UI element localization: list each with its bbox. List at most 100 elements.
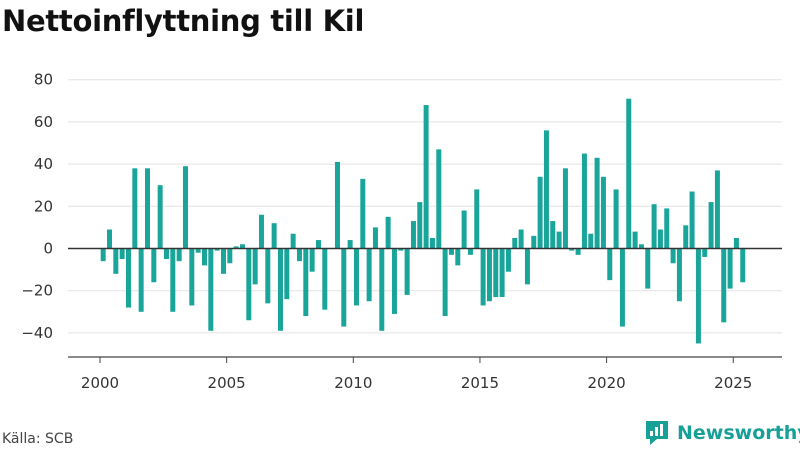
chart-title: Nettoinflyttning till Kil [2, 4, 365, 38]
brand-name: Newsworthy [677, 422, 800, 444]
bar [189, 248, 195, 306]
bar [151, 248, 157, 283]
bar [201, 248, 207, 266]
bar [113, 248, 119, 274]
bar [664, 208, 670, 249]
bar [531, 235, 537, 249]
bar [246, 248, 252, 321]
bar [740, 248, 746, 283]
bar [379, 248, 385, 331]
bar [100, 248, 106, 262]
bar [334, 161, 340, 249]
bar [702, 248, 708, 257]
bar [550, 221, 556, 249]
bar [163, 248, 169, 260]
bar [638, 244, 644, 249]
bar [258, 214, 264, 249]
bar [581, 153, 587, 249]
bar [214, 248, 220, 251]
bar [391, 248, 397, 314]
bar [126, 248, 131, 308]
bar [322, 248, 328, 310]
bar [265, 248, 271, 304]
bar [309, 248, 315, 272]
bar [170, 248, 176, 312]
bar [208, 248, 214, 331]
bar [284, 248, 290, 300]
bar [480, 248, 486, 306]
bar [353, 248, 359, 306]
bar [600, 176, 606, 249]
bar [676, 248, 682, 302]
bar [632, 231, 638, 249]
bar [733, 237, 739, 249]
bar [341, 248, 347, 327]
bar [524, 248, 530, 285]
x-tick-label: 2005 [208, 374, 246, 392]
bar [423, 105, 429, 249]
newsworthy-brand: Newsworthy [644, 419, 800, 447]
x-tick-label: 2025 [714, 374, 752, 392]
bar [670, 248, 676, 264]
bar [714, 170, 720, 249]
bar [613, 189, 619, 249]
bar [271, 223, 277, 249]
bar [366, 248, 372, 302]
bar [442, 248, 448, 317]
bar [486, 248, 492, 302]
bar [537, 176, 543, 249]
x-tick-label: 2020 [588, 374, 626, 392]
bar [626, 98, 632, 249]
bar [461, 210, 467, 249]
bar [385, 216, 391, 249]
bar [607, 248, 613, 281]
bar [708, 202, 714, 249]
bar [138, 248, 144, 312]
bar [404, 248, 410, 295]
bar [119, 248, 125, 260]
bar [239, 244, 245, 249]
bar [176, 248, 182, 262]
y-tick-label: 40 [34, 155, 53, 173]
y-tick-label: 0 [43, 240, 53, 258]
bar [651, 204, 657, 249]
bar [277, 248, 283, 331]
bar [569, 248, 575, 251]
bar [645, 248, 651, 289]
y-tick-label: 20 [34, 197, 53, 215]
bar [657, 229, 663, 249]
bar [455, 248, 461, 266]
bar [562, 168, 568, 249]
bar [493, 248, 499, 298]
bar [303, 248, 309, 317]
bar [512, 237, 518, 249]
newsworthy-logo-icon [646, 421, 668, 445]
y-tick-label: −40 [21, 324, 53, 342]
bar [315, 240, 321, 249]
bar [252, 248, 258, 285]
y-tick-label: −20 [21, 282, 53, 300]
bar [227, 248, 233, 264]
bar [556, 231, 562, 249]
bar [721, 248, 727, 323]
bar [417, 202, 423, 249]
bar [195, 248, 201, 253]
bar [290, 233, 296, 249]
bar [220, 248, 226, 274]
bar [689, 191, 695, 249]
bar [683, 225, 689, 249]
bar [233, 246, 239, 249]
bar [132, 168, 138, 249]
bar [347, 240, 353, 249]
bar [296, 248, 302, 262]
bar [695, 248, 701, 344]
bar [594, 157, 600, 249]
bar [372, 227, 378, 249]
bar [360, 178, 366, 249]
bar [144, 168, 150, 249]
y-tick-label: 80 [34, 71, 53, 89]
bar [410, 221, 416, 249]
bar [429, 237, 435, 249]
bar [398, 248, 404, 251]
